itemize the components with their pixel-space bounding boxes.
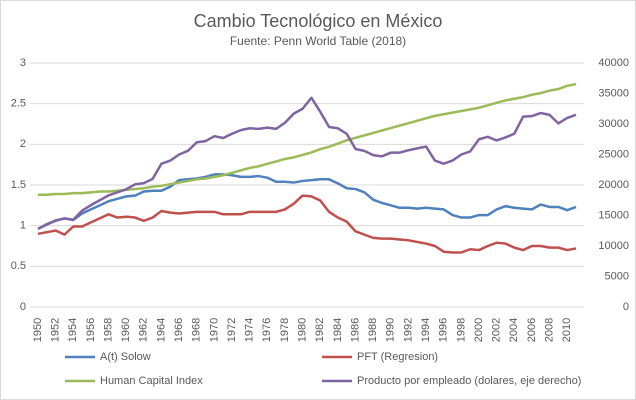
series-line — [37, 96, 577, 231]
y2-tick-label: 25000 — [598, 148, 629, 160]
x-tick-label: 1982 — [314, 318, 326, 342]
chart-title: Cambio Tecnológico en México — [194, 11, 443, 31]
series-line — [37, 194, 577, 254]
y2-tick-label: 5000 — [605, 270, 629, 282]
x-tick-label: 2010 — [561, 318, 573, 342]
y2-tick-label: 0 — [623, 301, 629, 313]
y2-tick-label: 30000 — [598, 118, 629, 130]
y-tick-label: 2.5 — [11, 98, 26, 110]
x-tick-label: 2004 — [508, 318, 520, 342]
x-tick-label: 2008 — [543, 318, 555, 342]
y-tick-label: 1.5 — [11, 179, 26, 191]
x-tick-label: 1956 — [85, 318, 97, 342]
y-tick-label: 2 — [20, 138, 26, 150]
y2-tick-label: 15000 — [598, 209, 629, 221]
x-tick-label: 1958 — [102, 318, 114, 342]
x-tick-label: 1978 — [279, 318, 291, 342]
x-tick-label: 1986 — [349, 318, 361, 342]
chart-subtitle: Fuente: Penn World Table (2018) — [230, 34, 406, 48]
x-tick-label: 1962 — [138, 318, 150, 342]
x-tick-label: 1960 — [120, 318, 132, 342]
y-tick-label: 0 — [20, 301, 26, 313]
legend-label: Producto por empleado (dolares, eje dere… — [357, 375, 581, 387]
x-tick-label: 2006 — [526, 318, 538, 342]
x-tick-label: 1980 — [296, 318, 308, 342]
y-tick-label: 0.5 — [11, 260, 26, 272]
x-tick-label: 1974 — [244, 318, 256, 342]
x-tick-label: 2000 — [473, 318, 485, 342]
x-tick-label: 1970 — [208, 318, 220, 342]
x-tick-label: 1992 — [402, 318, 414, 342]
y-tick-label: 1 — [20, 220, 26, 232]
x-tick-label: 1994 — [420, 318, 432, 342]
x-tick-label: 1996 — [438, 318, 450, 342]
x-tick-label: 1984 — [332, 318, 344, 342]
x-tick-label: 2002 — [491, 318, 503, 342]
y2-tick-label: 20000 — [598, 179, 629, 191]
x-tick-label: 1972 — [226, 318, 238, 342]
x-tick-label: 1966 — [173, 318, 185, 342]
y2-tick-label: 10000 — [598, 240, 629, 252]
y2-tick-label: 40000 — [598, 57, 629, 69]
x-tick-label: 1998 — [455, 318, 467, 342]
series-line — [37, 173, 577, 231]
x-tick-label: 1988 — [367, 318, 379, 342]
legend-label: PFT (Regresion) — [357, 351, 438, 363]
x-tick-label: 1954 — [67, 318, 79, 342]
y2-tick-label: 35000 — [598, 87, 629, 99]
x-tick-label: 1990 — [385, 318, 397, 342]
y-tick-label: 3 — [20, 57, 26, 69]
x-tick-label: 1952 — [50, 318, 62, 342]
x-tick-label: 1964 — [155, 318, 167, 342]
x-tick-label: 1976 — [261, 318, 273, 342]
x-tick-label: 1950 — [32, 318, 44, 342]
legend-label: A(t) Solow — [100, 351, 151, 363]
x-tick-label: 1968 — [191, 318, 203, 342]
legend-label: Human Capital Index — [100, 375, 203, 387]
